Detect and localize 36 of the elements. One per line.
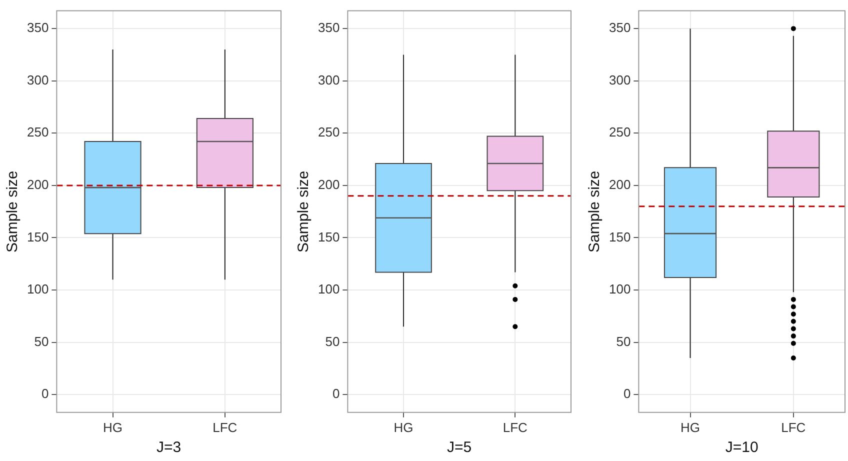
y-tick-label: 150 xyxy=(318,229,340,244)
x-tick-label: LFC xyxy=(502,420,528,435)
y-tick-label: 350 xyxy=(318,20,340,36)
y-tick-label: 300 xyxy=(608,72,631,88)
y-tick-label: 150 xyxy=(26,229,49,244)
y-axis-title: Sample size xyxy=(4,170,22,252)
y-tick-label: 50 xyxy=(34,334,49,349)
x-tick-label: HG xyxy=(103,420,123,435)
y-tick-label: 200 xyxy=(26,177,49,192)
y-tick-label: 300 xyxy=(26,72,49,88)
y-tick-label: 200 xyxy=(608,177,631,192)
y-tick-label: 250 xyxy=(26,124,49,140)
y-tick-label: 0 xyxy=(41,386,49,402)
x-tick-label: LFC xyxy=(212,420,238,435)
y-tick-label: 300 xyxy=(318,72,340,88)
y-tick-label: 50 xyxy=(616,334,631,349)
x-tick-label: HG xyxy=(394,420,414,435)
y-tick-label: 350 xyxy=(26,20,49,36)
x-axis-title: J=10 xyxy=(725,439,758,456)
x-tick-label: LFC xyxy=(781,420,806,435)
x-tick-label: HG xyxy=(680,420,700,435)
y-tick-label: 350 xyxy=(608,20,631,36)
y-tick-label: 0 xyxy=(332,386,340,402)
y-axis-title: Sample size xyxy=(586,170,604,252)
y-axis-title: Sample size xyxy=(295,170,312,252)
y-tick-label: 100 xyxy=(608,282,631,297)
y-tick-label: 50 xyxy=(325,334,340,349)
y-tick-label: 250 xyxy=(318,124,340,140)
y-tick-label: 100 xyxy=(26,282,49,297)
x-axis-title: J=3 xyxy=(156,439,182,456)
y-tick-label: 250 xyxy=(608,124,631,140)
x-axis-title: J=5 xyxy=(447,439,472,456)
y-tick-label: 150 xyxy=(608,229,631,244)
y-tick-label: 100 xyxy=(318,282,340,297)
y-tick-label: 0 xyxy=(623,386,631,402)
y-tick-label: 200 xyxy=(318,177,340,192)
